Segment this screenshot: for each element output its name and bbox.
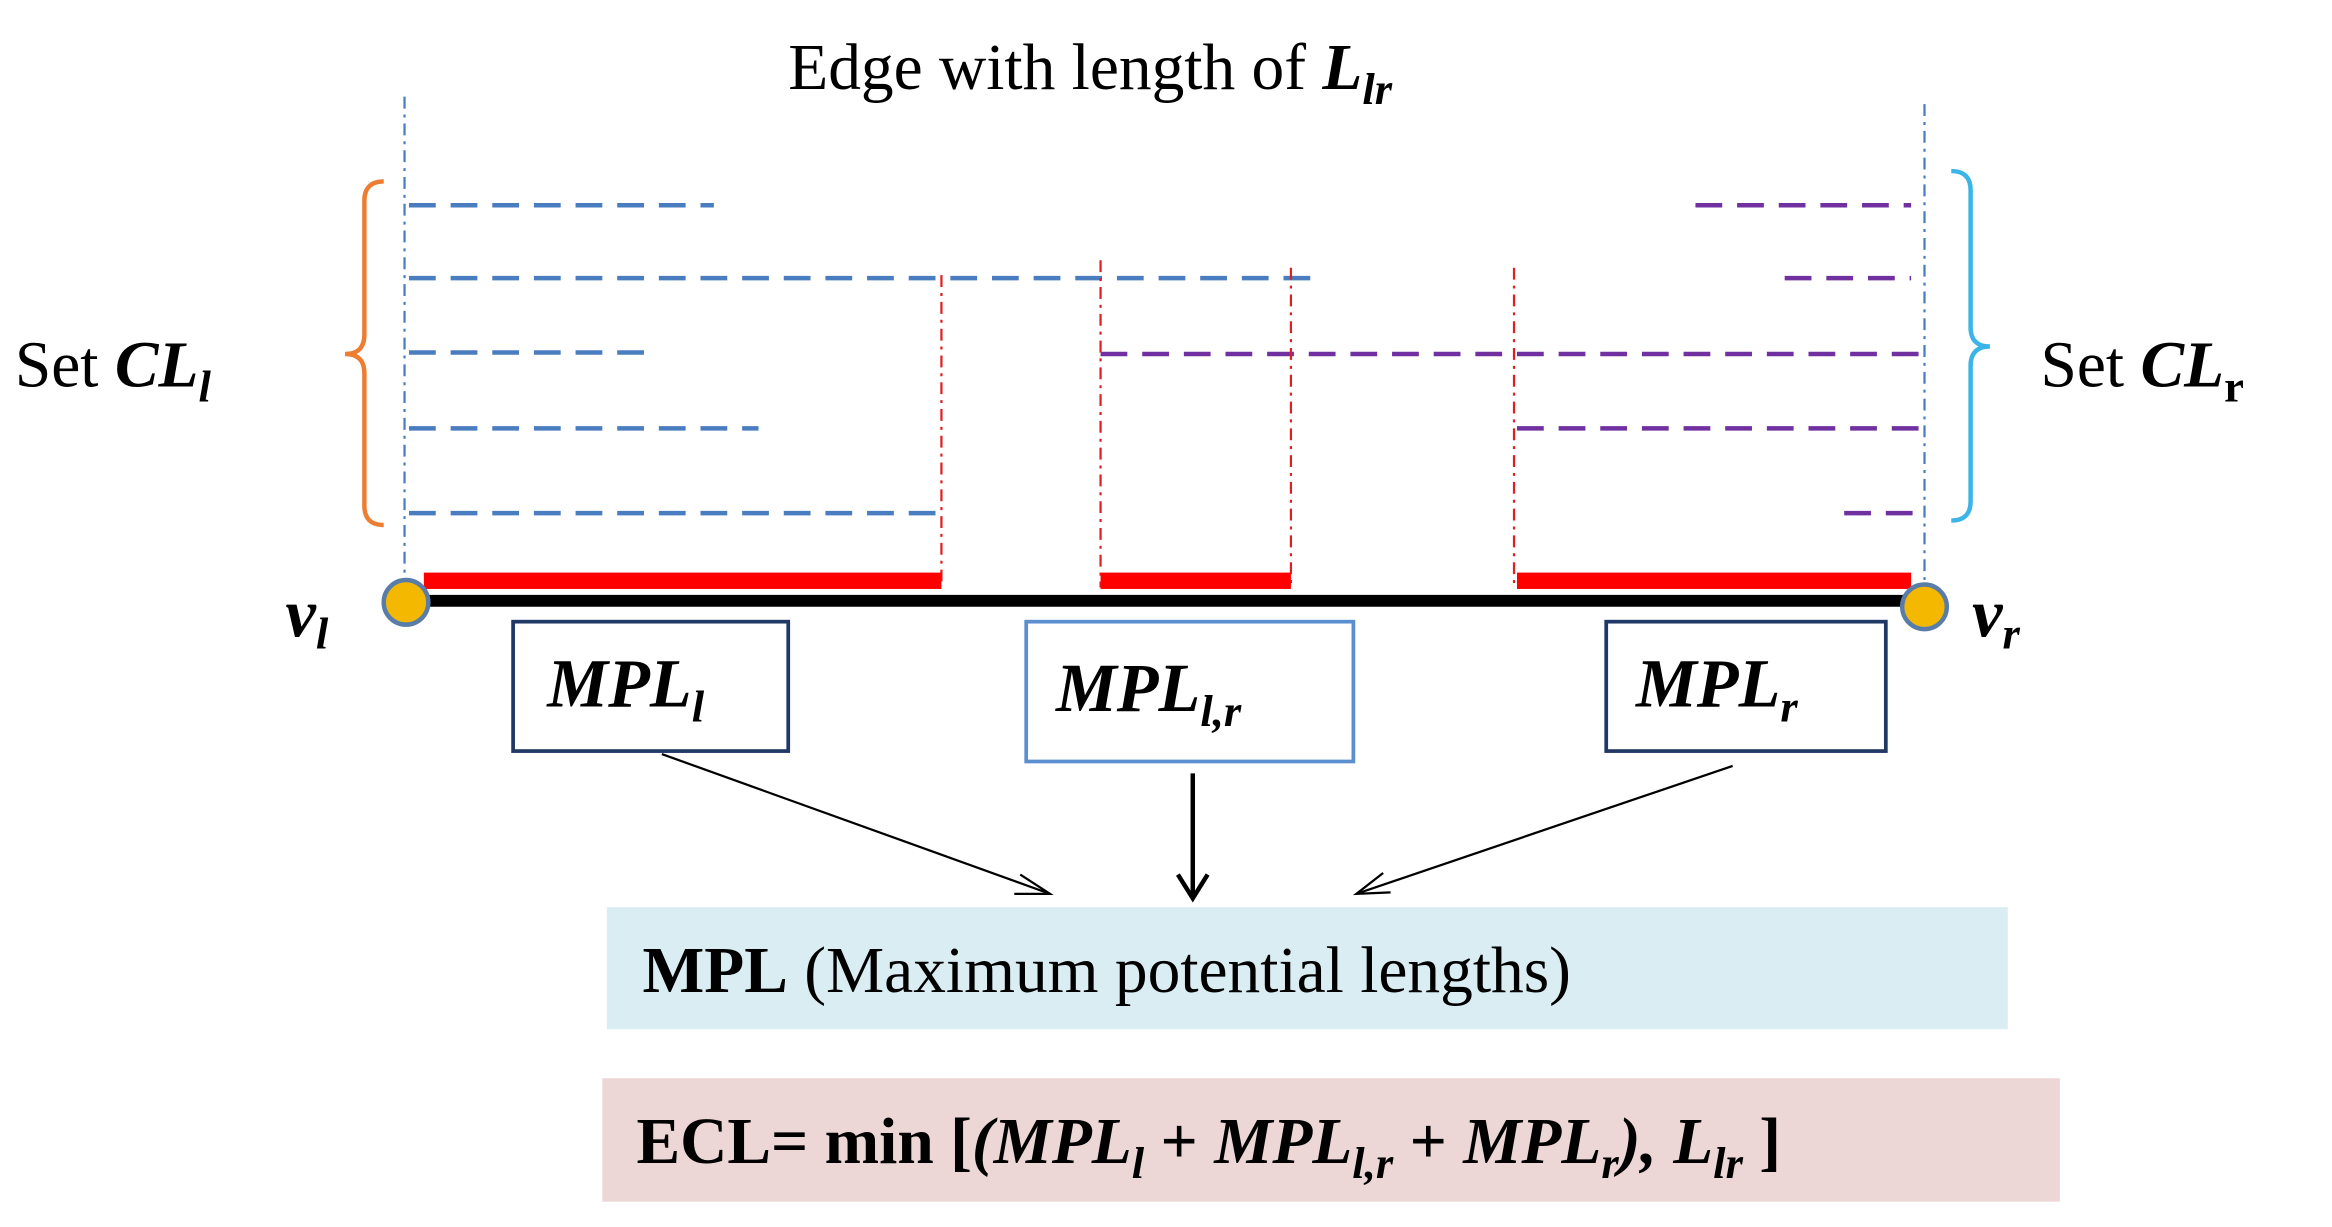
box-label: MPLl,r	[1055, 650, 1242, 736]
box-label: MPLr	[1635, 645, 1798, 731]
arrow	[661, 752, 1051, 895]
set-label: Set CLr	[2041, 330, 2244, 412]
text-part: lr	[1713, 1138, 1743, 1188]
text-part: MPL	[1635, 645, 1780, 721]
arrows	[661, 752, 1733, 903]
mpl-text: MPL (Maximum potential lengths)	[642, 935, 1570, 1007]
text-part: Set	[2041, 330, 2141, 402]
text-part: ]	[1743, 1106, 1781, 1178]
text-part: r	[2002, 608, 2020, 658]
text-part: L	[1672, 1106, 1713, 1178]
text-part: MPL	[1213, 1106, 1352, 1178]
text-part: (Maximum potential lengths)	[788, 935, 1571, 1007]
text-part: ECL= min [	[637, 1106, 972, 1178]
text-part: (MPL	[972, 1106, 1132, 1178]
mpl-box	[1024, 619, 1356, 764]
text-part: MPL	[642, 935, 787, 1007]
title: Edge with length of Llr	[788, 32, 1393, 114]
mpl-segment	[1100, 572, 1291, 589]
text-part: r	[1780, 681, 1798, 731]
mpl-segment	[423, 572, 942, 589]
mpl-box	[511, 619, 791, 753]
left-lines	[408, 203, 1317, 516]
arrow-head	[1014, 873, 1054, 895]
text-part: l,r	[1200, 686, 1242, 736]
text-part: MPL	[1055, 650, 1200, 726]
text-part: Edge with length of	[788, 32, 1322, 104]
left-bracket	[344, 179, 384, 528]
text-part: r	[2224, 362, 2244, 412]
text-part: MPL	[1462, 1106, 1601, 1178]
red-markers	[940, 260, 1516, 588]
arrow-head	[1352, 872, 1391, 896]
text-part: v	[286, 576, 317, 652]
text-part: l,r	[1352, 1138, 1394, 1188]
text-part: l	[316, 608, 329, 658]
arrow-head	[1176, 873, 1210, 903]
text-part: MPL	[546, 645, 691, 721]
box-label: MPLl	[546, 645, 704, 731]
right-bracket	[1951, 168, 1991, 523]
node	[381, 577, 431, 627]
text-part: l	[198, 362, 211, 412]
text-part: v	[1972, 576, 2003, 652]
arrow	[1356, 764, 1733, 895]
text-part: CL	[115, 330, 199, 402]
text-part: lr	[1362, 64, 1392, 114]
right-lines	[1100, 203, 1919, 516]
text-part: ),	[1614, 1106, 1674, 1178]
text-part: r	[1601, 1138, 1619, 1188]
ecl-formula: ECL= min [(MPLl + MPLl,r + MPLr), Llr ]	[637, 1106, 1782, 1188]
text-part: +	[1144, 1106, 1214, 1178]
node-label: vl	[286, 576, 329, 659]
node	[1899, 582, 1950, 632]
text-part: +	[1393, 1106, 1463, 1178]
text-part: l	[692, 681, 705, 731]
mpl-definition	[606, 907, 2008, 1030]
node-label: vr	[1972, 576, 2020, 659]
text-part: L	[1321, 32, 1362, 104]
mpl-box	[1604, 619, 1888, 753]
mpl-segment	[1516, 572, 1912, 589]
set-label: Set CLl	[15, 330, 212, 412]
ecl-formula-box	[602, 1078, 2060, 1202]
text-part: Set	[15, 330, 115, 402]
text-part: CL	[2140, 330, 2224, 402]
text-part: l	[1132, 1138, 1145, 1188]
